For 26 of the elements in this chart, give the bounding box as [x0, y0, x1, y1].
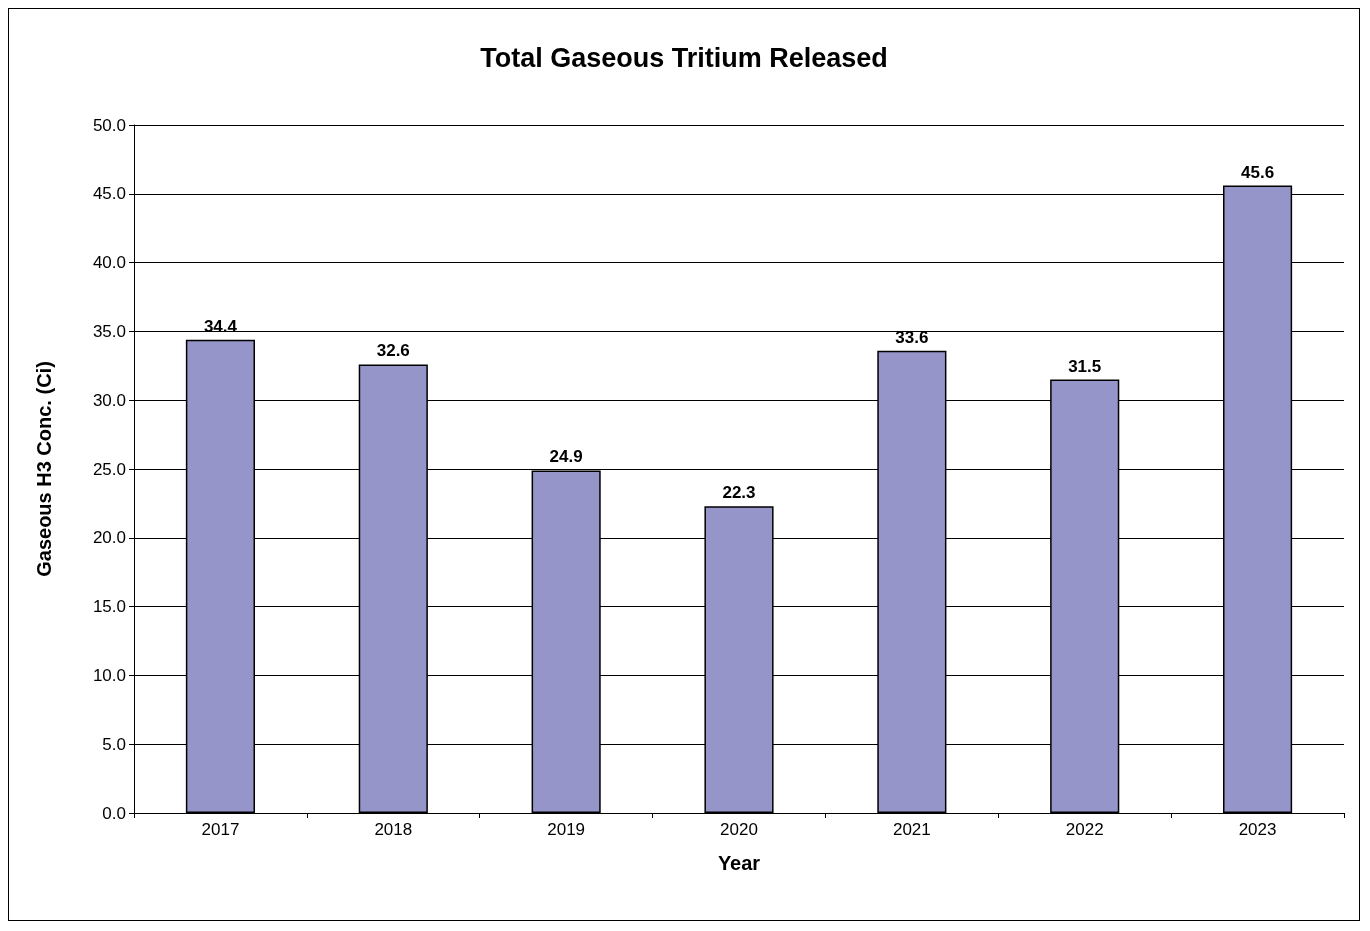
y-tick-label: 50.0 [92, 115, 126, 135]
y-tick-label: 20.0 [92, 528, 126, 548]
y-tick-label: 25.0 [92, 459, 126, 479]
y-tick-label: 10.0 [92, 665, 126, 685]
x-tick-label: 2023 [1238, 820, 1277, 839]
chart-title: Total Gaseous Tritium Released [480, 42, 888, 73]
x-tick-label: 2018 [374, 820, 413, 839]
y-tick-label: 40.0 [92, 253, 126, 273]
y-tick-label: 0.0 [102, 803, 126, 823]
y-tick-label: 30.0 [92, 390, 126, 410]
x-tick-label: 2021 [892, 820, 931, 839]
x-tick-label: 2019 [547, 820, 586, 839]
data-label: 31.5 [1068, 356, 1102, 376]
y-tick-label: 35.0 [92, 321, 126, 341]
x-tick-label: 2017 [201, 820, 240, 839]
data-label: 45.6 [1241, 162, 1275, 182]
x-tick-label: 2020 [720, 820, 758, 839]
y-tick-label: 15.0 [92, 597, 126, 617]
y-tick-label: 45.0 [92, 184, 126, 204]
y-tick-label: 5.0 [102, 734, 126, 754]
y-axis-title: Gaseous H3 Conc. (Ci) [33, 361, 55, 577]
x-tick-label: 2022 [1065, 820, 1104, 839]
data-label: 24.9 [549, 447, 583, 467]
data-label: 32.6 [376, 341, 410, 361]
data-label: 22.3 [722, 483, 756, 503]
x-axis-title: Year [717, 852, 761, 874]
